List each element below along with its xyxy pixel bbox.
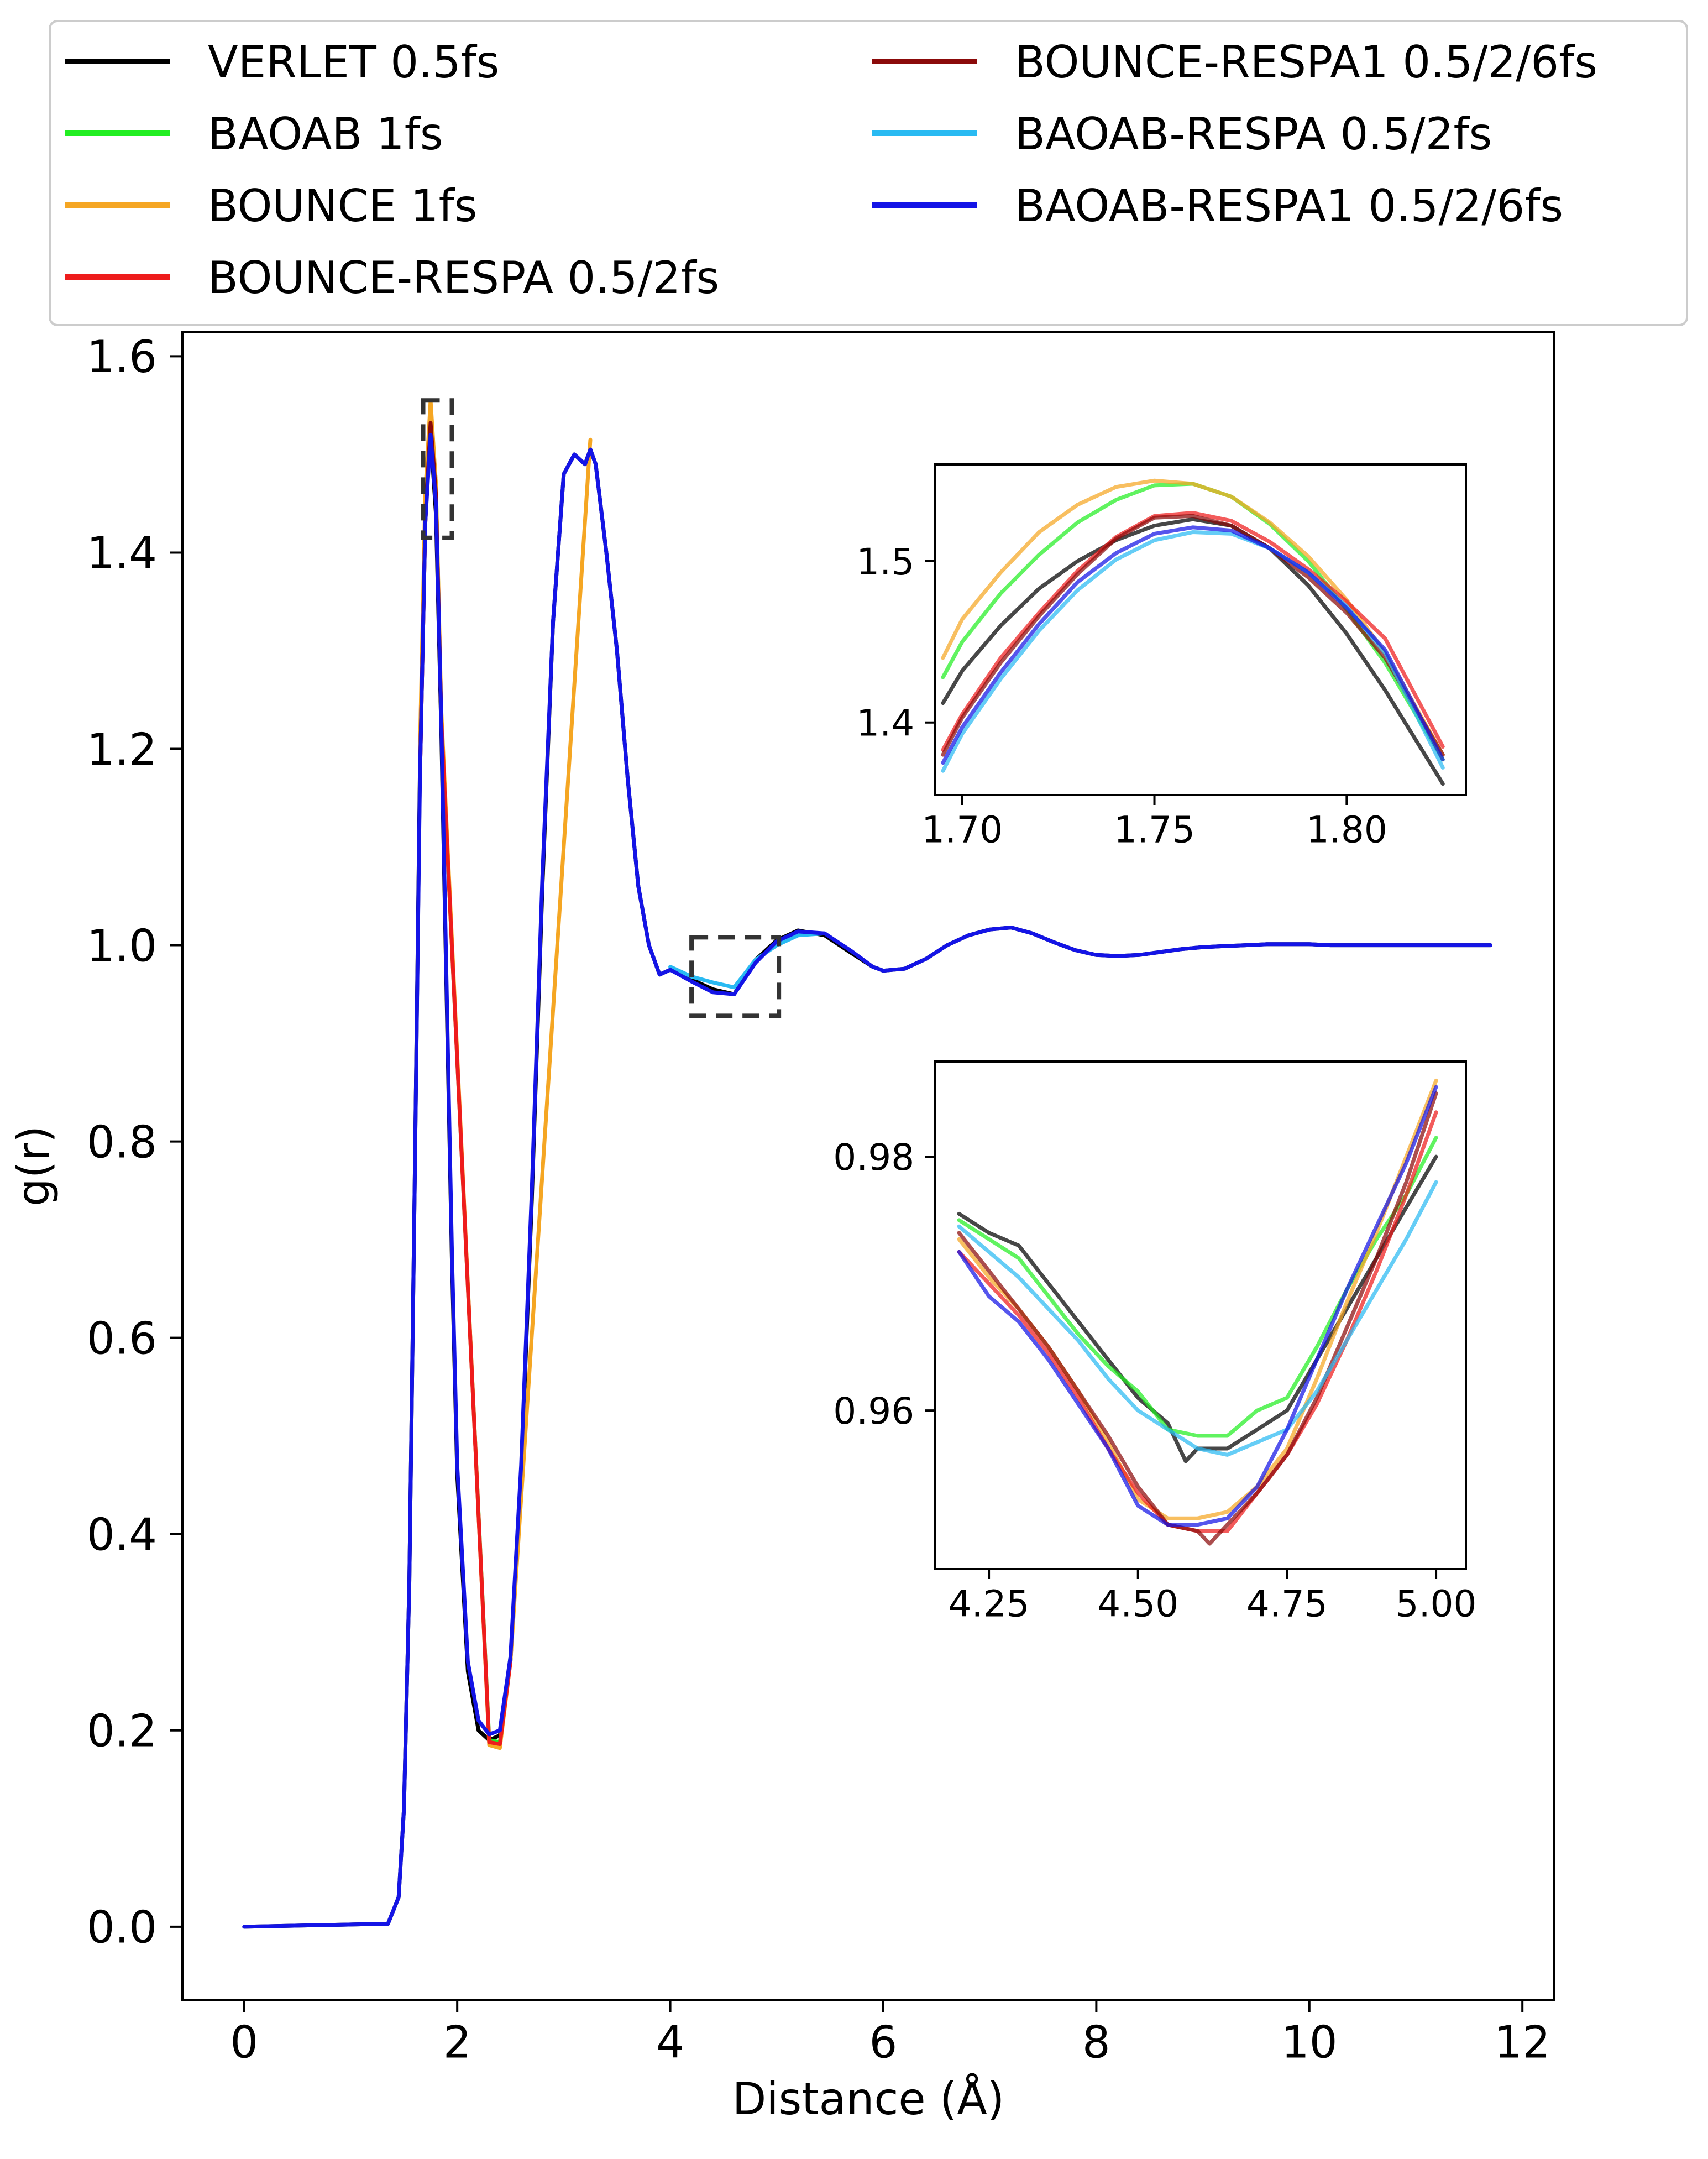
inset-minimum-zoom: 4.25 4.50 4.75 5.00 0.96 0.98: [833, 1060, 1477, 1625]
x-tick-label: 1.70: [921, 808, 1003, 851]
series-line-baoab-respa1-0-5-2-6fs: [941, 525, 1445, 765]
series-line-bounce-respa-0-5-2fs: [941, 511, 1445, 752]
axes-frame: [181, 331, 1555, 2001]
legend-label: BAOAB-RESPA 0.5/2fs: [1015, 108, 1492, 160]
y-tick-label: 1.0: [87, 920, 157, 971]
y-tick-label: 0.6: [87, 1313, 157, 1364]
series-line-bounce-respa1-0-5-2-6fs: [941, 514, 1445, 757]
x-tick-label: 4: [656, 2017, 684, 2068]
y-tick-label: 1.5: [856, 541, 914, 583]
x-tick-label: 4.75: [1246, 1582, 1328, 1625]
x-tick-label: 8: [1082, 2017, 1110, 2068]
y-axis-label: g(r): [8, 1126, 59, 1206]
y-tick-label: 0.98: [833, 1136, 914, 1179]
zoom-region-box: [421, 398, 454, 540]
y-tick-label: 0.4: [87, 1509, 157, 1561]
series-line-baoab-respa-0-5-2fs: [668, 931, 827, 990]
x-tick-label: 1.80: [1306, 808, 1387, 851]
legend-label: BOUNCE 1fs: [208, 180, 477, 232]
zoom-region-box: [689, 935, 782, 1018]
legend: VERLET 0.5fs BAOAB 1fs BOUNCE 1fs BOUNCE-RE…: [49, 20, 1688, 326]
x-tick-label: 1.75: [1114, 808, 1195, 851]
series-line-bounce-1fs: [941, 478, 1445, 757]
y-tick-label: 1.6: [87, 331, 157, 383]
axes-frame: [934, 1060, 1467, 1570]
y-tick-label: 1.2: [87, 724, 157, 775]
axes-frame: [934, 463, 1467, 796]
series-line-baoab-respa-0-5-2fs: [957, 1180, 1438, 1457]
y-tick-label: 0.96: [833, 1390, 914, 1433]
x-tick-label: 4.50: [1097, 1582, 1178, 1625]
y-tick-label: 0.0: [87, 1902, 157, 1953]
legend-label: VERLET 0.5fs: [208, 36, 499, 88]
x-tick-label: 5.00: [1396, 1582, 1477, 1625]
main-plot: 0 2 4 6 8 10 12 0.0 0.2 0.4 0.6 0.8 1.0 1.2 1.4 1.6 Dist…: [8, 331, 1555, 2125]
y-tick-label: 0.8: [87, 1116, 157, 1168]
legend-label: BAOAB 1fs: [208, 108, 443, 160]
series-line-bounce-respa1-0-5-2-6fs: [957, 1091, 1438, 1546]
x-tick-label: 0: [230, 2017, 258, 2068]
y-tick-label: 0.2: [87, 1706, 157, 1757]
x-axis-label: Distance (Å): [732, 2073, 1004, 2125]
x-tick-label: 12: [1494, 2017, 1550, 2068]
series-line-verlet-0-5fs: [957, 1154, 1438, 1463]
y-tick-label: 1.4: [856, 702, 914, 744]
series-line-verlet-0-5fs: [941, 517, 1445, 786]
x-tick-label: 2: [443, 2017, 471, 2068]
x-tick-label: 6: [869, 2017, 898, 2068]
series-line-baoab-respa1-0-5-2-6fs: [957, 1085, 1438, 1527]
inset-peak-zoom: 1.70 1.75 1.80 1.4 1.5: [856, 463, 1467, 851]
legend-label: BAOAB-RESPA1 0.5/2/6fs: [1015, 180, 1563, 232]
series-line-baoab-respa1-0-5-2-6fs: [242, 432, 1492, 1929]
x-tick-label: 4.25: [949, 1582, 1030, 1625]
legend-label: BOUNCE-RESPA1 0.5/2/6fs: [1015, 36, 1597, 88]
x-tick-label: 10: [1281, 2017, 1338, 2068]
legend-label: BOUNCE-RESPA 0.5/2fs: [208, 252, 719, 304]
y-tick-label: 1.4: [87, 527, 157, 579]
